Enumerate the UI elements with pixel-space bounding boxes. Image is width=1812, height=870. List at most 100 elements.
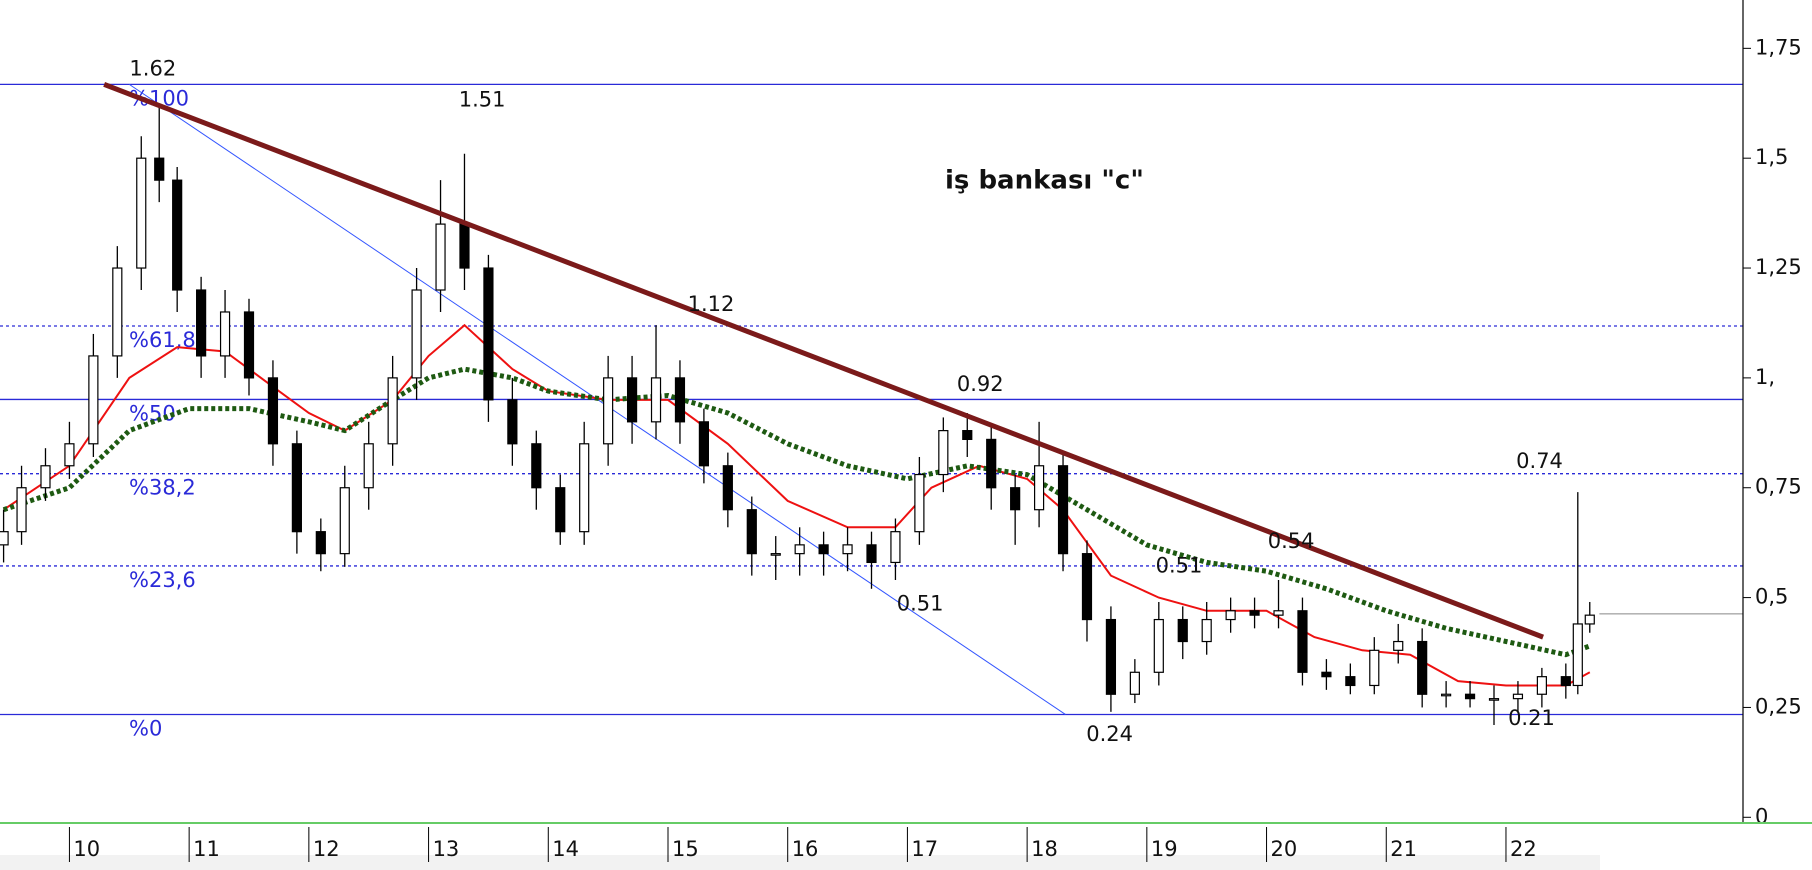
price-annotation: 0.51 [1156, 553, 1203, 577]
y-tick-label: 1,25 [1755, 255, 1802, 279]
price-annotation: 0.21 [1508, 706, 1555, 730]
y-tick-label: 0,5 [1755, 585, 1788, 609]
x-tick-label: 18 [1031, 837, 1058, 861]
candle-body [698, 421, 710, 467]
y-tick-label: 1,75 [1755, 35, 1802, 59]
candle-body [315, 531, 326, 555]
candle-body [459, 223, 470, 269]
price-annotation: 1.12 [688, 292, 735, 316]
candle-body [112, 267, 123, 357]
candle-body [579, 443, 590, 533]
candle-body [1033, 465, 1045, 511]
candle-body [1177, 618, 1188, 643]
price-annotation: 0.51 [897, 591, 944, 615]
candle-body [1464, 693, 1476, 700]
candle-body [1560, 676, 1571, 687]
x-tick-label: 13 [433, 837, 460, 861]
fib-label: %23,6 [129, 568, 196, 592]
candle-body [291, 443, 302, 533]
candle-body [243, 311, 255, 379]
candle-body [136, 157, 147, 269]
candle-body [1057, 465, 1069, 555]
candle-body [1129, 671, 1140, 695]
candle-body [1201, 618, 1212, 643]
candle-body [411, 289, 422, 379]
candle-body [650, 377, 662, 423]
x-tick-label: 19 [1151, 837, 1178, 861]
candle-body [1512, 693, 1524, 700]
candle-body [986, 438, 997, 489]
candle-body [1273, 610, 1284, 616]
x-tick-label: 10 [73, 837, 100, 861]
candle-body [794, 544, 805, 555]
candle-body [1369, 649, 1380, 687]
candle-body [1225, 610, 1236, 621]
candle-body [962, 430, 973, 441]
x-tick-label: 12 [313, 837, 340, 861]
y-tick-label: 0,75 [1755, 475, 1802, 499]
fib-label: %38,2 [129, 476, 196, 500]
candle-body [339, 487, 350, 555]
candle-body [483, 267, 494, 401]
candle-body [64, 443, 75, 467]
chart-title: iş bankası "c" [945, 166, 1144, 196]
candle-body [1321, 671, 1332, 678]
candle-body [88, 355, 99, 445]
candle-body [387, 377, 398, 445]
y-tick-label: 1, [1755, 365, 1775, 389]
candle-body [1297, 610, 1308, 673]
x-tick-label: 14 [552, 837, 579, 861]
candle-body [154, 157, 165, 181]
price-annotation: 0.54 [1268, 529, 1315, 553]
candle-body [770, 553, 781, 556]
x-tick-label: 21 [1390, 837, 1417, 861]
trend-line [103, 82, 1544, 640]
price-annotation: 0.92 [957, 372, 1004, 396]
price-annotation: 1.51 [459, 88, 506, 112]
x-tick-label: 17 [911, 837, 938, 861]
y-tick-label: 1,5 [1755, 145, 1788, 169]
candle-body [1488, 698, 1500, 701]
candle-body [1345, 676, 1356, 687]
candle-body [842, 544, 853, 555]
candle-body [1249, 610, 1260, 616]
candle-body [938, 430, 949, 476]
candle-body [0, 531, 9, 546]
candle-body [363, 443, 374, 489]
candle-body [890, 531, 901, 564]
x-tick-label: 15 [672, 837, 699, 861]
candle-body [1417, 640, 1428, 695]
x-tick-label: 20 [1271, 837, 1298, 861]
candle-body [40, 465, 51, 489]
candle-body [1536, 676, 1547, 695]
x-tick-label: 22 [1510, 837, 1537, 861]
candle-body [435, 223, 446, 291]
candle-body [555, 487, 566, 533]
candle-body [626, 377, 638, 423]
candle-body [866, 544, 877, 564]
candle-body [722, 465, 733, 511]
candle-body [1081, 553, 1093, 621]
candle-body [746, 509, 757, 555]
y-tick-label: 0 [1755, 804, 1768, 828]
candle-body [1105, 618, 1117, 695]
candle-body [196, 289, 207, 357]
candle-body [507, 399, 518, 445]
candle-body [674, 377, 686, 423]
price-annotation: 0.24 [1086, 722, 1133, 746]
moving-average [2, 366, 1591, 658]
y-tick-label: 0,25 [1755, 694, 1802, 718]
candle-body [818, 544, 829, 555]
candle-body [267, 377, 279, 445]
price-annotation: 0.74 [1516, 449, 1563, 473]
candle-body [219, 311, 231, 357]
candle-body [1010, 487, 1021, 511]
candle-body [1584, 614, 1595, 625]
fib-label: %0 [129, 716, 162, 740]
x-tick-label: 11 [193, 837, 220, 861]
candle-body [1393, 640, 1404, 651]
candle-body [172, 179, 183, 291]
candle-body [603, 377, 614, 445]
price-annotation: 1.62 [129, 56, 176, 80]
